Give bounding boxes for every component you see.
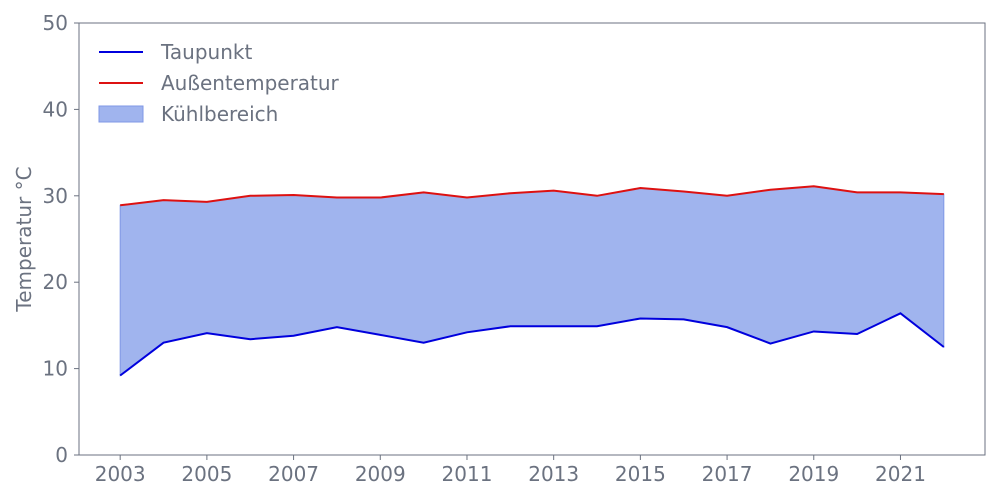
cooling-area — [119, 185, 945, 377]
legend-label: Außentemperatur — [161, 71, 340, 95]
x-axis: 2003 2005 2007 2009 2011 2013 2015 2017 2019 2021 — [95, 455, 926, 486]
x-tick-label: 2017 — [702, 462, 753, 486]
cooling-area-layer — [119, 185, 945, 377]
series-line-taupunkt — [119, 312, 945, 377]
x-tick-label: 2007 — [268, 462, 319, 486]
legend-label: Taupunkt — [160, 40, 252, 64]
x-tick-label: 2003 — [95, 462, 146, 486]
x-tick-label: 2011 — [442, 462, 493, 486]
x-tick-label: 2009 — [355, 462, 406, 486]
y-tick-label: 20 — [43, 270, 68, 294]
plot-frame — [78, 22, 986, 456]
y-tick-label: 10 — [43, 357, 68, 381]
x-tick-label: 2013 — [528, 462, 579, 486]
legend-label: Kühlbereich — [161, 102, 278, 126]
y-axis-label: Temperatur °C — [12, 166, 36, 312]
y-tick-label: 30 — [43, 184, 68, 208]
legend: Taupunkt Außentemperatur Kühlbereich — [98, 40, 340, 126]
series-line-aussentemperatur — [120, 185, 944, 207]
x-tick-label: 2005 — [181, 462, 232, 486]
x-tick-label: 2015 — [615, 462, 666, 486]
x-tick-label: 2019 — [788, 462, 839, 486]
x-tick-label: 2021 — [875, 462, 926, 486]
legend-swatch — [98, 105, 144, 123]
series-lines-layer — [119, 185, 945, 377]
y-tick-label: 40 — [43, 97, 68, 121]
y-tick-label: 50 — [43, 11, 68, 35]
y-tick-label: 0 — [55, 443, 68, 467]
y-axis: 0 10 20 30 40 50 — [43, 11, 79, 467]
